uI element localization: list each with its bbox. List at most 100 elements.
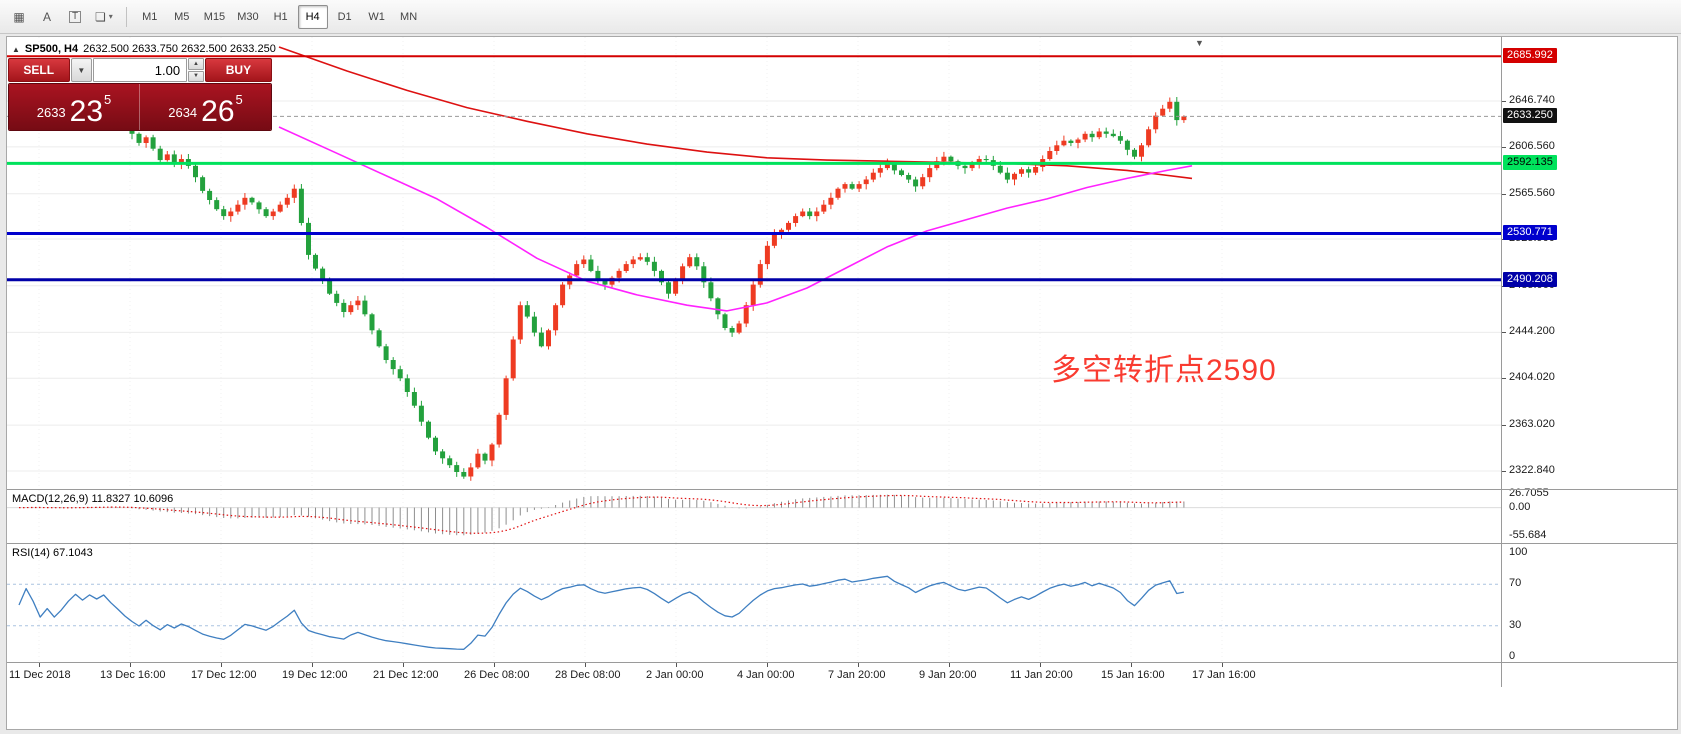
- text-label-button[interactable]: A: [34, 5, 60, 29]
- macd-panel[interactable]: MACD(12,26,9) 11.8327 10.6096: [7, 490, 1501, 543]
- volume-dropdown-button[interactable]: ▼: [70, 58, 93, 82]
- tick-chart-icon: ▦: [13, 9, 25, 24]
- axis-tick: [1502, 332, 1506, 333]
- volume-spinner: ▲ ▼: [188, 58, 204, 82]
- chart-marker-icon: ▲: [12, 44, 20, 54]
- objects-icon: ❏: [95, 9, 106, 24]
- sell-button[interactable]: SELL: [8, 58, 70, 82]
- timeframe-button-w1[interactable]: W1: [362, 5, 392, 29]
- time-axis-label: 15 Jan 16:00: [1101, 669, 1165, 681]
- price-axis-label: 2322.840: [1509, 464, 1555, 476]
- chart-window: ▲ SP500, H4 2632.500 2633.750 2632.500 2…: [6, 36, 1678, 730]
- rsi-axis-label: 0: [1509, 650, 1516, 662]
- ohlc-readout: 2632.500 2633.750 2632.500 2633.250: [83, 43, 276, 55]
- axis-tick: [1040, 663, 1041, 667]
- panel-separator[interactable]: [7, 662, 1677, 663]
- volume-input[interactable]: [93, 58, 188, 82]
- plot-area: ▲ SP500, H4 2632.500 2633.750 2632.500 2…: [7, 37, 1501, 687]
- price-axis-label: 2444.200: [1509, 325, 1555, 338]
- axis-tick: [858, 663, 859, 667]
- toolbar-separator: [125, 6, 127, 27]
- timeframe-button-mn[interactable]: MN: [394, 5, 424, 29]
- axis-tick: [1222, 663, 1223, 667]
- chart-title: ▲ SP500, H4 2632.500 2633.750 2632.500 2…: [12, 43, 276, 55]
- text-tool-button[interactable]: T: [62, 5, 88, 29]
- time-axis-label: 2 Jan 00:00: [646, 669, 704, 681]
- axis-tick: [1502, 378, 1506, 379]
- chevron-down-icon: ▾: [108, 12, 113, 21]
- price-axis-label: 2404.020: [1509, 371, 1555, 384]
- time-axis-label: 9 Jan 20:00: [919, 669, 977, 681]
- timeframe-button-m30[interactable]: M30: [232, 5, 263, 29]
- time-axis-label: 4 Jan 00:00: [737, 669, 795, 681]
- timeframe-button-m15[interactable]: M15: [199, 5, 230, 29]
- axis-tick: [1502, 147, 1506, 148]
- price-axis-label: 2646.740: [1509, 94, 1555, 106]
- axis-tick: [130, 663, 131, 667]
- time-axis[interactable]: 11 Dec 2018 13 Dec 16:00 17 Dec 12:00 19 De…: [7, 663, 1501, 687]
- main-chart[interactable]: ▲ SP500, H4 2632.500 2633.750 2632.500 2…: [7, 37, 1501, 489]
- axis-tick: [403, 663, 404, 667]
- bid-big-digits: 23: [69, 95, 104, 128]
- price-level-tag: 2490.208: [1503, 271, 1557, 287]
- axis-tick: [1502, 101, 1506, 102]
- time-axis-label: 19 Dec 12:00: [282, 669, 348, 681]
- price-level-tag: 2685.992: [1503, 48, 1557, 64]
- axis-tick: [494, 663, 495, 667]
- axis-tick: [1502, 471, 1506, 472]
- axis-tick: [676, 663, 677, 667]
- rsi-axis-label: 70: [1509, 577, 1522, 590]
- time-axis-label: 13 Dec 16:00: [100, 669, 166, 681]
- buy-button[interactable]: BUY: [204, 58, 272, 82]
- axis-tick: [39, 663, 40, 667]
- time-axis-label: 7 Jan 20:00: [828, 669, 886, 681]
- price-axis[interactable]: 2646.7402606.5602565.5602525.9002485.060…: [1501, 37, 1677, 687]
- price-axis-label: 2363.020: [1509, 418, 1555, 431]
- macd-axis-label: -55.684: [1509, 529, 1547, 541]
- timeframe-button-d1[interactable]: D1: [330, 5, 360, 29]
- time-axis-label: 11 Dec 2018: [9, 669, 71, 681]
- time-axis-label: 26 Dec 08:00: [464, 669, 530, 681]
- timeframe-button-m5[interactable]: M5: [167, 5, 197, 29]
- symbol-period-label: SP500, H4: [24, 43, 79, 55]
- price-level-tag: 2530.771: [1503, 225, 1557, 241]
- time-axis-label: 28 Dec 08:00: [555, 669, 621, 681]
- timeframe-button-h4[interactable]: H4: [297, 4, 328, 29]
- rsi-panel[interactable]: RSI(14) 67.1043: [7, 544, 1501, 662]
- rsi-legend: RSI(14) 67.1043: [12, 547, 93, 559]
- autoscroll-marker-icon[interactable]: ▼: [1195, 38, 1204, 48]
- timeframe-button-m1[interactable]: M1: [135, 5, 165, 29]
- macd-axis-label: 0.00: [1509, 500, 1531, 513]
- macd-legend: MACD(12,26,9) 11.8327 10.6096: [12, 493, 174, 505]
- text-label-icon: A: [42, 9, 51, 24]
- toolbar: ▦ A T ❏ ▾ M1 M5 M15 M30 H1 H4 D1 W1 MN: [0, 0, 1681, 34]
- panel-separator[interactable]: [7, 543, 1677, 544]
- time-axis-label: 17 Jan 16:00: [1192, 669, 1256, 681]
- bid-quote[interactable]: 2633 23 5: [9, 84, 140, 130]
- tick-chart-button[interactable]: ▦: [6, 5, 32, 29]
- objects-button[interactable]: ❏ ▾: [90, 5, 118, 29]
- spinner-down-icon[interactable]: ▼: [188, 70, 204, 82]
- timeframe-button-h1[interactable]: H1: [266, 5, 296, 29]
- axis-tick: [767, 663, 768, 667]
- current-price-tag: 2633.250: [1503, 108, 1557, 124]
- chart-text-annotation[interactable]: 多空转折点2590: [1051, 354, 1277, 387]
- axis-tick: [585, 663, 586, 667]
- text-tool-icon: T: [68, 10, 82, 23]
- timeframe-group: M1 M5 M15 M30 H1 H4 D1 W1 MN: [135, 4, 424, 29]
- time-axis-label: 21 Dec 12:00: [373, 669, 439, 681]
- axis-tick: [1131, 663, 1132, 667]
- price-axis-label: 2606.560: [1509, 139, 1555, 152]
- time-axis-label: 11 Jan 20:00: [1010, 669, 1073, 681]
- panel-separator[interactable]: [7, 489, 1677, 490]
- axis-tick: [949, 663, 950, 667]
- price-axis-label: 2565.560: [1509, 186, 1555, 199]
- rsi-axis-label: 30: [1509, 618, 1522, 631]
- rsi-axis-label: 100: [1509, 546, 1528, 558]
- ask-prefix: 2634: [168, 105, 198, 120]
- axis-tick: [1502, 194, 1506, 195]
- ask-quote[interactable]: 2634 26 5: [140, 84, 271, 130]
- axis-tick: [312, 663, 313, 667]
- ask-pip-digit: 5: [235, 92, 243, 107]
- spinner-up-icon[interactable]: ▲: [188, 58, 204, 70]
